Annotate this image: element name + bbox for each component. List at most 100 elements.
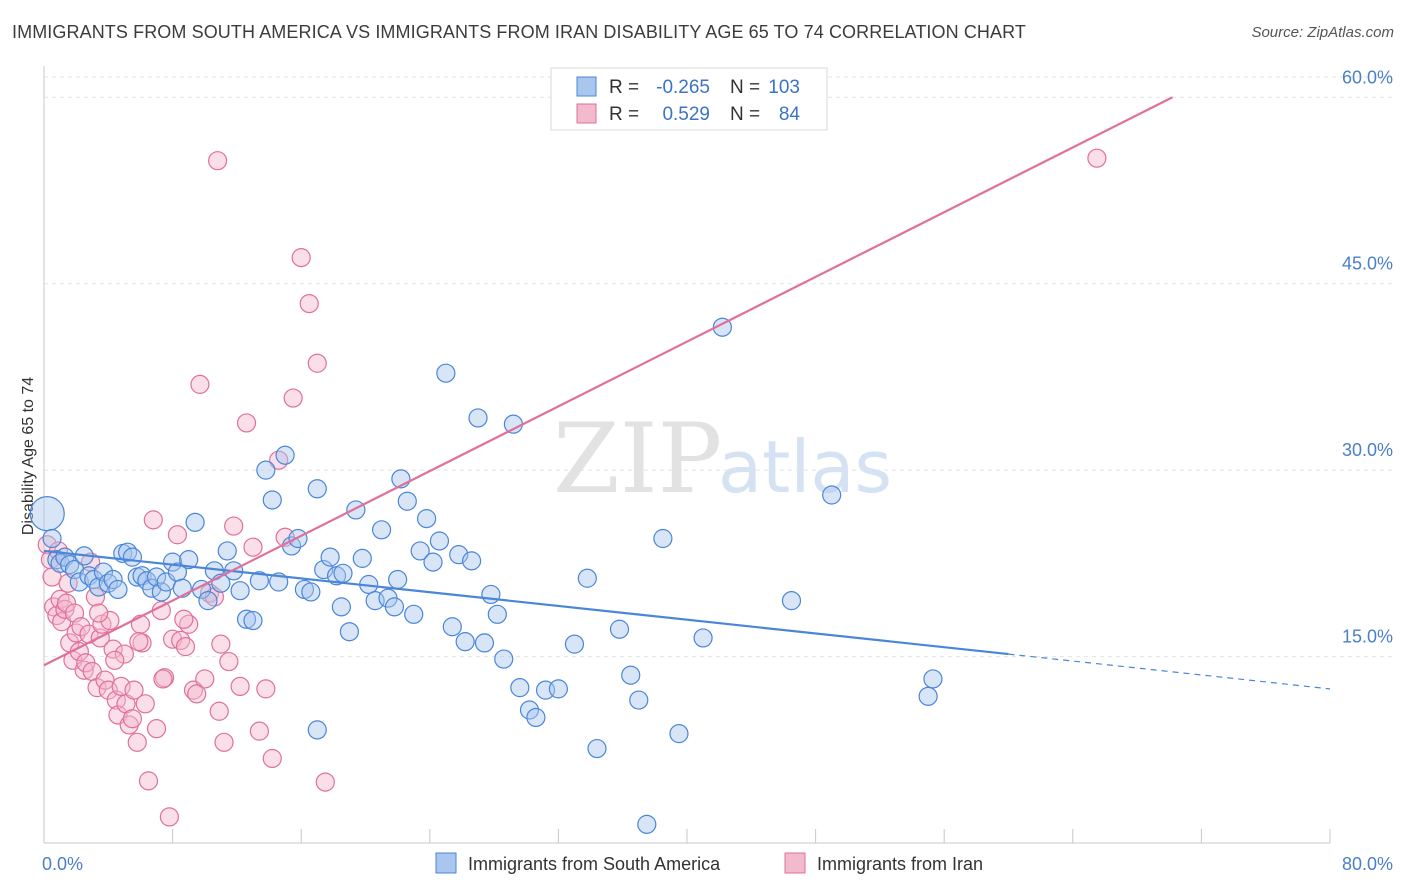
data-point (609, 619, 630, 639)
chart-title: IMMIGRANTS FROM SOUTH AMERICA VS IMMIGRA… (12, 22, 1026, 42)
data-point (163, 552, 183, 572)
data-point (56, 593, 77, 613)
data-point (487, 604, 507, 624)
data-point (122, 547, 143, 567)
data-point (291, 248, 311, 268)
trend-line-south-america (43, 549, 1009, 656)
data-point (307, 353, 327, 373)
data-point (100, 610, 120, 631)
data-point (174, 609, 194, 629)
data-point (283, 388, 303, 408)
data-point (64, 559, 85, 580)
data-point (637, 814, 657, 834)
data-point (143, 510, 163, 530)
data-point (1087, 148, 1107, 168)
y-tick-label: 15.0% (1342, 627, 1393, 647)
data-point (129, 632, 149, 652)
data-point (262, 748, 282, 769)
data-point (111, 676, 131, 697)
data-point (669, 724, 689, 744)
data-point (423, 552, 443, 572)
data-point (135, 694, 155, 714)
data-point (98, 680, 118, 700)
data-point (146, 719, 167, 739)
data-point (175, 637, 196, 657)
data-point (89, 603, 109, 623)
data-point (208, 151, 228, 171)
legend-n-value-2: 84 (779, 104, 801, 125)
y-tick-label: 60.0% (1342, 67, 1393, 87)
data-point (159, 807, 179, 827)
data-point (249, 571, 270, 591)
data-point (211, 634, 231, 654)
bottom-legend-label-iran: Immigrants from Iran (817, 854, 983, 874)
data-point (519, 700, 540, 720)
legend-box (550, 67, 828, 131)
data-point (822, 485, 842, 505)
data-point (315, 772, 335, 792)
data-point (629, 690, 649, 710)
data-point (122, 709, 143, 729)
trend-lines (43, 96, 1331, 690)
data-point (256, 679, 276, 699)
series-south-america-points (29, 317, 943, 834)
x-tick-min: 0.0% (42, 854, 83, 874)
data-point (130, 614, 151, 634)
data-point (69, 572, 89, 592)
watermark-zip: ZIP (553, 403, 722, 515)
trend-extension-south-america (1008, 653, 1331, 690)
x-tick-max: 80.0% (1342, 854, 1393, 874)
data-point (142, 578, 162, 598)
data-point (307, 479, 327, 499)
data-point (384, 597, 405, 617)
data-point (29, 496, 65, 532)
data-point (198, 591, 218, 611)
data-point (468, 408, 488, 428)
data-point (151, 582, 171, 602)
legend-r-value-1: -0.265 (656, 77, 710, 98)
data-point (195, 669, 215, 689)
data-point (410, 541, 430, 561)
data-point (87, 678, 107, 698)
data-point (577, 568, 597, 588)
data-point (510, 678, 530, 698)
legend-swatch-south-america (576, 76, 597, 97)
data-point (93, 562, 114, 582)
data-point (219, 651, 239, 672)
correlation-legend: R = -0.265 N = 103 R = 0.529 N = 84 (550, 67, 828, 131)
data-point (153, 669, 173, 689)
data-point (781, 591, 802, 611)
data-point (185, 512, 205, 532)
data-point (230, 581, 250, 601)
data-point (301, 582, 321, 602)
data-point (243, 537, 263, 557)
legend-r-label-1: R = (609, 77, 639, 98)
data-point (187, 684, 207, 704)
trend-line-iran (43, 96, 1173, 667)
data-point (693, 628, 713, 648)
data-point (320, 547, 340, 567)
bottom-legend-swatch-south-america (435, 852, 457, 874)
data-point (243, 610, 263, 631)
data-point (388, 569, 408, 590)
data-point (214, 732, 234, 752)
legend-swatch-iran (576, 103, 597, 124)
data-point (167, 525, 188, 545)
data-point (275, 445, 295, 465)
data-point (269, 450, 289, 470)
data-point (481, 584, 501, 605)
data-point (103, 569, 123, 590)
data-point (397, 491, 417, 511)
data-point (256, 460, 276, 480)
source-label: Source: ZipAtlas.com (1251, 24, 1394, 41)
legend-n-value-1: 103 (768, 77, 800, 98)
data-point (474, 633, 495, 653)
data-point (42, 528, 62, 549)
y-tick-label: 45.0% (1342, 254, 1393, 274)
data-point (179, 550, 199, 570)
data-point (74, 660, 94, 680)
watermark-atlas: atlas (718, 425, 892, 509)
gridlines (44, 76, 1394, 658)
data-point (564, 634, 585, 654)
